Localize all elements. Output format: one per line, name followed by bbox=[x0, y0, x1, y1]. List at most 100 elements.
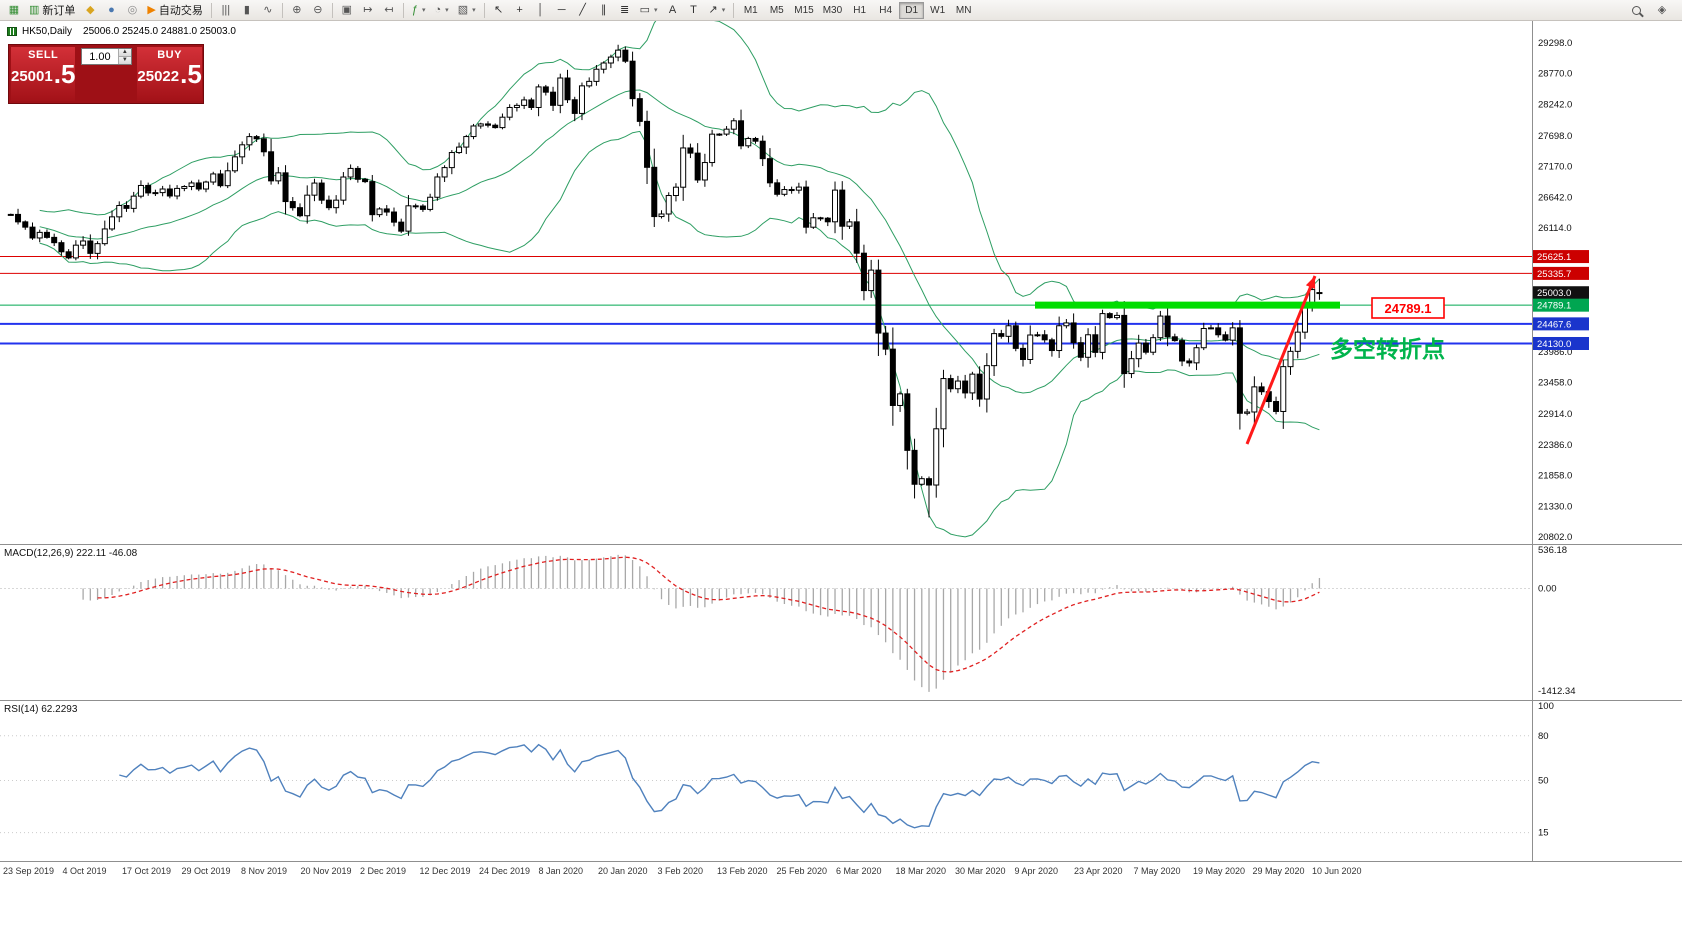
community-button[interactable]: ◎ bbox=[122, 1, 142, 19]
svg-text:21330.0: 21330.0 bbox=[1538, 501, 1572, 512]
bollinger-bands bbox=[39, 21, 1320, 538]
macd-pane[interactable]: 536.18 0.00 -1412.34 bbox=[0, 544, 1682, 700]
templates-caret-icon: ▾ bbox=[472, 7, 476, 14]
macd-label: MACD(12,26,9) 222.11 -46.08 bbox=[4, 548, 138, 559]
time-axis-label: 8 Nov 2019 bbox=[241, 866, 288, 876]
volume-down-button[interactable]: ▼ bbox=[118, 56, 131, 64]
profile-button[interactable]: ● bbox=[101, 1, 121, 19]
chart-symbol-icon bbox=[7, 27, 17, 36]
cursor-button[interactable]: ↖ bbox=[489, 1, 509, 19]
symbol-timeframe-label: HK50,Daily bbox=[22, 26, 73, 37]
pane-separator-rsi[interactable] bbox=[0, 698, 1682, 702]
timeframe-h4-button[interactable]: H4 bbox=[879, 4, 893, 16]
timeframe-mn-button[interactable]: MN bbox=[955, 4, 972, 16]
channel-button[interactable]: ∥ bbox=[594, 1, 614, 19]
level-lines-layer bbox=[0, 256, 1532, 345]
time-axis-label: 2 Dec 2019 bbox=[360, 866, 407, 876]
cursor-icon: ↖ bbox=[494, 3, 504, 16]
timeframe-m30-button[interactable]: M30 bbox=[822, 4, 843, 16]
sell-button[interactable]: SELL 25001.5 bbox=[11, 47, 76, 101]
svg-text:25625.1: 25625.1 bbox=[1537, 252, 1571, 263]
bars-chart-icon: ||| bbox=[221, 3, 231, 16]
bars-chart-button[interactable]: ||| bbox=[216, 1, 236, 19]
svg-text:26114.0: 26114.0 bbox=[1538, 223, 1572, 234]
chart-ohlc-title: HK50,Daily 25006.0 25245.0 24881.0 25003… bbox=[7, 26, 236, 37]
text-label-icon: T bbox=[690, 3, 697, 16]
indicators-button[interactable]: ƒ ▾ bbox=[408, 1, 430, 19]
chart-shift-button[interactable]: ↤ bbox=[379, 1, 399, 19]
pan-icon: ◈ bbox=[1657, 3, 1667, 16]
timeframe-m5-button[interactable]: M5 bbox=[769, 4, 784, 16]
svg-text:50: 50 bbox=[1538, 776, 1549, 787]
zoom-out-button[interactable]: ⊖ bbox=[308, 1, 328, 19]
time-axis[interactable]: 23 Sep 2019 4 Oct 2019 17 Oct 2019 29 Oct 2… bbox=[0, 861, 1682, 885]
main-toolbar: ▦ ▥ 新订单 ◆ ● ◎ ▶ 自动交易 ||| ▮ ∿ ⊕ ⊖ ▣ ↦ ↤ ƒ ▾ ◔ ▾ ▧ ▾ ↖ + │ ─ ╱ ∥ ≣ ▭ ▾ A T… bbox=[0, 0, 1682, 21]
indicators-icon: ƒ bbox=[411, 3, 418, 16]
crosshair-icon: + bbox=[516, 3, 523, 16]
annotations-layer: 24789.1 多空转折点 bbox=[1035, 275, 1445, 445]
time-axis-label: 23 Sep 2019 bbox=[3, 866, 55, 876]
tile-windows-button[interactable]: ▣ bbox=[337, 1, 357, 19]
volume-stepper: ▲ ▼ bbox=[117, 49, 131, 64]
periods-icon: ◔ bbox=[434, 3, 442, 16]
rsi-pane[interactable]: 100 80 50 15 bbox=[0, 700, 1682, 861]
crosshair-button[interactable]: + bbox=[510, 1, 530, 19]
buy-label: BUY bbox=[157, 49, 182, 61]
sell-price-main: 25001 bbox=[11, 68, 53, 86]
timeframe-d1-button[interactable]: D1 bbox=[899, 1, 925, 19]
text-label-button[interactable]: T bbox=[684, 1, 704, 19]
timeframe-m15-button[interactable]: M15 bbox=[794, 4, 814, 16]
svg-text:100: 100 bbox=[1538, 701, 1554, 712]
auto-trading-button[interactable]: ▶ 自动交易 bbox=[143, 1, 206, 19]
svg-text:21858.0: 21858.0 bbox=[1538, 471, 1572, 482]
auto-scroll-button[interactable]: ↦ bbox=[358, 1, 378, 19]
shapes-button[interactable]: ▭ ▾ bbox=[636, 1, 662, 19]
time-axis-label: 20 Jan 2020 bbox=[598, 866, 648, 876]
candles-chart-icon: ▮ bbox=[243, 3, 250, 16]
svg-text:0.00: 0.00 bbox=[1538, 583, 1557, 594]
pan-button[interactable]: ◈ bbox=[1652, 1, 1672, 19]
fibonacci-button[interactable]: ≣ bbox=[615, 1, 635, 19]
svg-text:20802.0: 20802.0 bbox=[1538, 532, 1572, 543]
trend-arrow-head bbox=[1305, 276, 1316, 289]
timeframe-h1-button[interactable]: H1 bbox=[853, 4, 867, 16]
rsi-label: RSI(14) 62.2293 bbox=[4, 704, 78, 715]
turning-point-note: 多空转折点 bbox=[1330, 336, 1445, 362]
svg-text:24467.6: 24467.6 bbox=[1537, 319, 1571, 330]
volume-input[interactable] bbox=[81, 49, 118, 64]
svg-text:536.18: 536.18 bbox=[1538, 545, 1567, 556]
trendline-icon: ╱ bbox=[579, 3, 586, 16]
vertical-line-button[interactable]: │ bbox=[531, 1, 551, 19]
horizontal-line-button[interactable]: ─ bbox=[552, 1, 572, 19]
candles-chart-button[interactable]: ▮ bbox=[237, 1, 257, 19]
periods-button[interactable]: ◔ ▾ bbox=[431, 1, 453, 19]
svg-text:29298.0: 29298.0 bbox=[1538, 38, 1572, 49]
svg-text:24130.0: 24130.0 bbox=[1537, 339, 1571, 350]
line-chart-button[interactable]: ∿ bbox=[258, 1, 278, 19]
buy-button[interactable]: BUY 25022.5 bbox=[137, 47, 202, 101]
zoom-in-button[interactable]: ⊕ bbox=[287, 1, 307, 19]
timeframe-w1-button[interactable]: W1 bbox=[930, 4, 946, 16]
sell-price: 25001.5 bbox=[11, 61, 75, 87]
arrows-button[interactable]: ↗ ▾ bbox=[705, 1, 730, 19]
trendline-button[interactable]: ╱ bbox=[573, 1, 593, 19]
pane-separator-macd[interactable] bbox=[0, 542, 1682, 546]
text-button[interactable]: A bbox=[663, 1, 683, 19]
shapes-icon: ▭ bbox=[639, 3, 651, 16]
volume-up-button[interactable]: ▲ bbox=[118, 49, 131, 56]
svg-text:28242.0: 28242.0 bbox=[1538, 99, 1572, 110]
favorites-button[interactable]: ◆ bbox=[80, 1, 100, 19]
main-chart-pane[interactable]: 24789.1 多空转折点 29298.0 28770.0 28242.0 27698.0… bbox=[0, 21, 1682, 544]
arrows-icon: ↗ bbox=[708, 3, 718, 16]
timeframe-m1-button[interactable]: M1 bbox=[743, 4, 758, 16]
new-chart-button[interactable]: ▦ bbox=[4, 1, 24, 19]
toolbar-separator bbox=[483, 2, 485, 18]
search-button[interactable] bbox=[1626, 1, 1646, 19]
templates-button[interactable]: ▧ ▾ bbox=[454, 1, 480, 19]
time-axis-label: 12 Dec 2019 bbox=[419, 866, 471, 876]
new-order-button[interactable]: ▥ 新订单 bbox=[25, 1, 79, 19]
vertical-line-icon: │ bbox=[537, 3, 545, 16]
text-icon: A bbox=[668, 3, 677, 16]
pane-separator-time-axis[interactable] bbox=[0, 859, 1682, 863]
candles-layer bbox=[7, 44, 1323, 518]
